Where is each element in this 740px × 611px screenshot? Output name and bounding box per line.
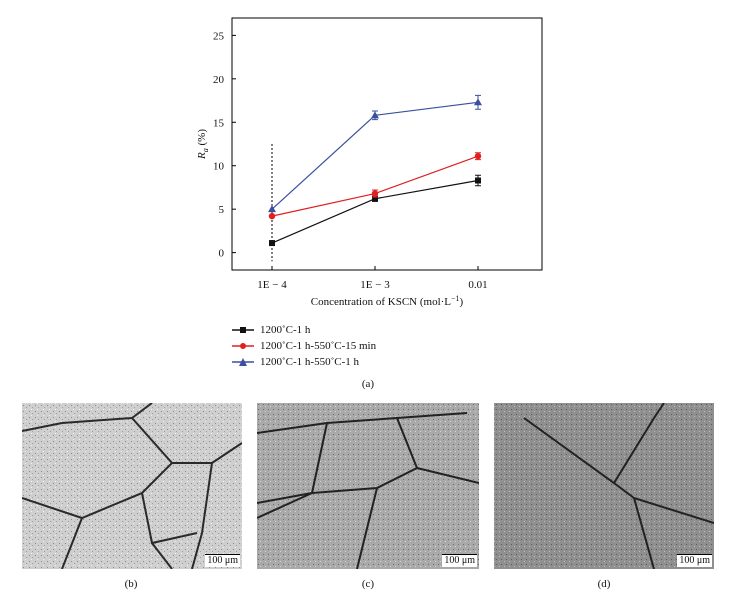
y-tick-label: 20	[213, 74, 225, 86]
y-axis-ticks: 0 5 10 15 20 25	[213, 30, 236, 260]
legend-item-1: 1200˚C-1 h	[232, 322, 376, 338]
data-point	[372, 195, 378, 202]
scale-bar-c: 100 μm	[442, 554, 477, 567]
data-point	[269, 240, 275, 247]
plot-frame	[231, 17, 543, 271]
caption-a: (a)	[361, 378, 375, 390]
micrograph-b-image	[22, 403, 242, 569]
micrograph-d: 100 μm	[494, 403, 714, 569]
y-axis-label: Ra (%)	[196, 129, 210, 160]
data-point	[268, 205, 276, 213]
chart-area: 0 5 10 15 20 25 1E − 4 1E − 3 0.01 Ra (%) Conce…	[196, 17, 543, 308]
series-layer	[268, 94, 482, 247]
micrograph-c-image	[257, 403, 479, 569]
legend: 1200˚C-1 h 1200˚C-1 h-550˚C-15 min 1200˚…	[232, 322, 376, 370]
legend-swatch-3	[232, 358, 254, 366]
data-point	[475, 177, 481, 184]
x-axis-ticks: 1E − 4 1E − 3 0.01	[257, 266, 488, 291]
caption-c: (c)	[361, 578, 375, 590]
data-point	[474, 152, 482, 160]
micrograph-c: 100 μm	[257, 403, 479, 569]
legend-label-3: 1200˚C-1 h-550˚C-1 h	[260, 356, 359, 368]
data-point	[371, 111, 379, 119]
legend-swatch-1	[232, 327, 254, 333]
y-tick-label: 15	[213, 117, 225, 129]
legend-label-1: 1200˚C-1 h	[260, 324, 311, 336]
caption-d: (d)	[597, 578, 611, 590]
x-tick-label: 1E − 4	[257, 279, 287, 291]
legend-item-3: 1200˚C-1 h-550˚C-1 h	[232, 354, 376, 370]
micrograph-b: 100 μm	[22, 403, 242, 569]
legend-label-2: 1200˚C-1 h-550˚C-15 min	[260, 340, 377, 352]
y-tick-label: 10	[213, 161, 225, 173]
data-point	[474, 98, 482, 106]
caption-b: (b)	[124, 578, 138, 590]
y-tick-label: 25	[213, 30, 225, 42]
legend-swatch-2	[232, 343, 254, 349]
x-tick-label: 0.01	[468, 279, 487, 291]
micrograph-d-image	[494, 403, 714, 569]
data-point	[268, 212, 276, 220]
legend-item-2: 1200˚C-1 h-550˚C-15 min	[232, 338, 376, 354]
data-point	[371, 190, 379, 197]
scale-bar-d: 100 μm	[677, 554, 712, 567]
y-tick-label: 0	[219, 248, 225, 260]
x-tick-label: 1E − 3	[360, 279, 390, 291]
scale-bar-b: 100 μm	[205, 554, 240, 567]
x-axis-label: Concentration of KSCN (mol·L−1)	[311, 294, 464, 308]
y-tick-label: 5	[219, 204, 225, 216]
